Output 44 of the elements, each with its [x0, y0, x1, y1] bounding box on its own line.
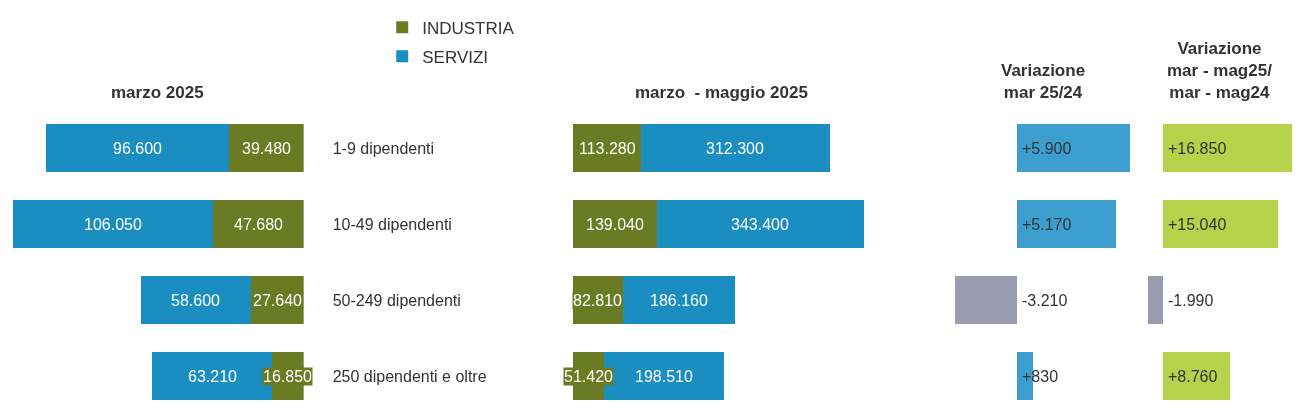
data-label: 51.420 — [564, 368, 614, 385]
bar — [1163, 200, 1279, 248]
bar — [1016, 200, 1117, 248]
bar — [954, 276, 1017, 324]
data-label: 113.280 — [579, 140, 636, 157]
data-label: -1.990 — [1168, 292, 1214, 309]
data-label: 96.600 — [113, 140, 163, 157]
data-label: 58.600 — [171, 292, 221, 309]
data-label: +8.760 — [1168, 368, 1218, 385]
y-tick-label: 10-49 dipendenti — [332, 215, 452, 233]
bar — [46, 124, 229, 172]
chart-title: Variazione mar - mag25/ mar - mag24 — [1167, 39, 1273, 103]
chart-title: marzo - maggio 2025 — [635, 83, 808, 102]
data-label: 16.850 — [263, 368, 313, 385]
data-label: 198.510 — [635, 368, 693, 385]
legend-label: INDUSTRIA — [422, 18, 515, 38]
data-label: 139.040 — [586, 216, 644, 233]
bar — [656, 200, 864, 248]
data-label: 39.480 — [242, 140, 292, 157]
data-label: +15.040 — [1168, 216, 1227, 233]
data-label: 27.640 — [253, 292, 303, 309]
chart-title: Variazione mar 25/24 — [1001, 61, 1086, 103]
y-tick-label: 1-9 dipendenti — [332, 139, 435, 157]
y-tick-label: 250 dipendenti e oltre — [332, 367, 487, 385]
bar — [12, 200, 214, 248]
legend-label: SERVIZI — [422, 47, 489, 67]
data-label: +16.850 — [1168, 140, 1227, 157]
bar — [1163, 124, 1292, 172]
data-label: 47.680 — [234, 216, 284, 233]
y-tick-label: 50-249 dipendenti — [332, 291, 461, 309]
data-label: 186.160 — [650, 292, 708, 309]
bar — [1016, 124, 1131, 172]
bar — [641, 124, 830, 172]
data-label: 63.210 — [188, 368, 238, 385]
chart-title: marzo 2025 — [111, 83, 204, 102]
data-label: -3.210 — [1022, 292, 1068, 309]
bar — [1148, 276, 1164, 324]
data-label: 343.400 — [731, 216, 789, 233]
data-label: +5.170 — [1022, 216, 1072, 233]
bar — [1163, 352, 1231, 400]
data-label: 106.050 — [84, 216, 142, 233]
data-label: 312.300 — [706, 140, 764, 157]
data-label: 82.810 — [573, 292, 623, 309]
data-label: +5.900 — [1022, 140, 1072, 157]
